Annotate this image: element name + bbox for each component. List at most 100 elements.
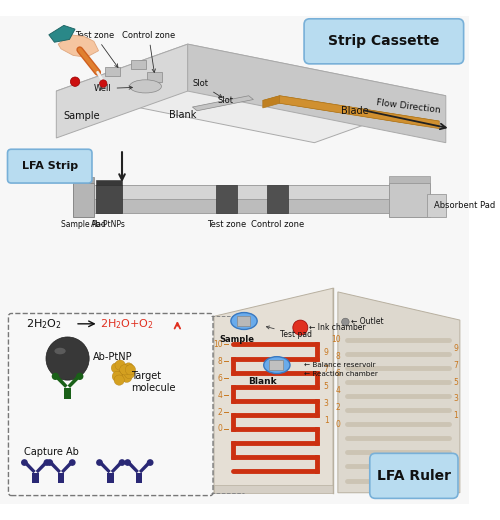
Polygon shape: [263, 96, 280, 108]
Circle shape: [124, 459, 131, 466]
FancyBboxPatch shape: [304, 19, 464, 64]
Text: 1: 1: [454, 411, 458, 420]
Polygon shape: [61, 461, 74, 473]
Circle shape: [69, 459, 75, 466]
FancyBboxPatch shape: [370, 453, 458, 498]
Polygon shape: [58, 473, 64, 484]
Polygon shape: [214, 485, 333, 493]
Polygon shape: [216, 185, 236, 213]
Text: Slot: Slot: [217, 96, 233, 105]
Text: 2H$_2$O+O$_2$: 2H$_2$O+O$_2$: [100, 317, 154, 331]
Text: 10: 10: [331, 335, 340, 344]
Circle shape: [126, 365, 136, 375]
Text: LFA Ruler: LFA Ruler: [377, 469, 451, 483]
Text: Slot: Slot: [192, 80, 222, 98]
Polygon shape: [110, 461, 123, 473]
Text: 5: 5: [324, 382, 328, 391]
Text: Blank: Blank: [248, 378, 277, 386]
Text: 4: 4: [218, 391, 222, 400]
Circle shape: [46, 337, 89, 380]
Polygon shape: [132, 60, 146, 70]
Text: 3: 3: [454, 394, 458, 404]
Text: 8: 8: [336, 352, 340, 361]
FancyBboxPatch shape: [8, 314, 213, 496]
Text: 8: 8: [218, 357, 222, 366]
Polygon shape: [32, 473, 39, 484]
Polygon shape: [338, 292, 460, 493]
Text: 2: 2: [336, 403, 340, 412]
Circle shape: [52, 373, 59, 380]
Polygon shape: [36, 461, 48, 473]
Circle shape: [117, 368, 127, 378]
Polygon shape: [73, 177, 94, 183]
Circle shape: [112, 371, 122, 382]
Polygon shape: [68, 374, 81, 388]
Polygon shape: [280, 96, 439, 128]
Polygon shape: [214, 288, 333, 493]
Text: ← Reaction chamber: ← Reaction chamber: [304, 371, 378, 378]
Polygon shape: [105, 67, 120, 76]
Text: Test pad: Test pad: [266, 326, 312, 339]
Polygon shape: [139, 461, 151, 473]
Text: Control zone: Control zone: [122, 31, 176, 72]
Text: Control zone: Control zone: [251, 219, 304, 229]
Circle shape: [115, 360, 126, 370]
Text: 7: 7: [454, 360, 458, 370]
Circle shape: [342, 318, 349, 326]
Polygon shape: [136, 473, 142, 484]
Polygon shape: [75, 199, 427, 213]
Text: 0: 0: [336, 420, 340, 429]
Text: 10: 10: [213, 340, 222, 349]
Text: LFA Strip: LFA Strip: [22, 161, 78, 171]
Circle shape: [293, 320, 308, 335]
Ellipse shape: [264, 357, 290, 373]
Circle shape: [114, 375, 124, 385]
Text: 2: 2: [218, 408, 222, 417]
FancyBboxPatch shape: [8, 149, 92, 183]
Polygon shape: [96, 180, 122, 185]
Polygon shape: [192, 96, 254, 111]
Text: 1: 1: [324, 416, 328, 425]
Text: Blank: Blank: [170, 110, 196, 120]
Polygon shape: [108, 473, 114, 484]
Circle shape: [118, 459, 126, 466]
Polygon shape: [24, 461, 36, 473]
Polygon shape: [148, 72, 162, 82]
Polygon shape: [56, 44, 188, 138]
Circle shape: [76, 373, 84, 380]
Circle shape: [120, 365, 130, 375]
Polygon shape: [98, 461, 110, 473]
Polygon shape: [49, 25, 75, 42]
Text: 9: 9: [454, 344, 458, 353]
Circle shape: [44, 459, 51, 466]
Text: Well: Well: [94, 84, 132, 93]
Polygon shape: [58, 35, 98, 57]
Polygon shape: [75, 185, 427, 199]
Text: Test zone: Test zone: [75, 31, 118, 68]
Ellipse shape: [54, 348, 66, 354]
Circle shape: [122, 372, 132, 383]
Polygon shape: [54, 374, 68, 388]
Circle shape: [100, 80, 107, 87]
Text: Sample: Sample: [64, 111, 100, 121]
Circle shape: [21, 459, 28, 466]
Text: 0: 0: [218, 424, 222, 434]
Text: Strip Cassette: Strip Cassette: [328, 34, 440, 48]
Circle shape: [147, 459, 154, 466]
Text: Capture Ab: Capture Ab: [24, 447, 80, 458]
Circle shape: [111, 363, 122, 373]
Circle shape: [124, 363, 134, 373]
Polygon shape: [73, 183, 94, 217]
Polygon shape: [270, 360, 283, 370]
Text: 9: 9: [324, 348, 328, 357]
Text: Blade: Blade: [341, 106, 368, 116]
Text: 6: 6: [336, 369, 340, 378]
Polygon shape: [238, 316, 250, 326]
Circle shape: [96, 459, 103, 466]
Text: 6: 6: [218, 374, 222, 383]
Circle shape: [70, 77, 80, 86]
Polygon shape: [427, 194, 446, 217]
FancyBboxPatch shape: [0, 11, 474, 509]
Polygon shape: [390, 176, 430, 183]
Text: 2H$_2$O$_2$: 2H$_2$O$_2$: [26, 317, 62, 331]
